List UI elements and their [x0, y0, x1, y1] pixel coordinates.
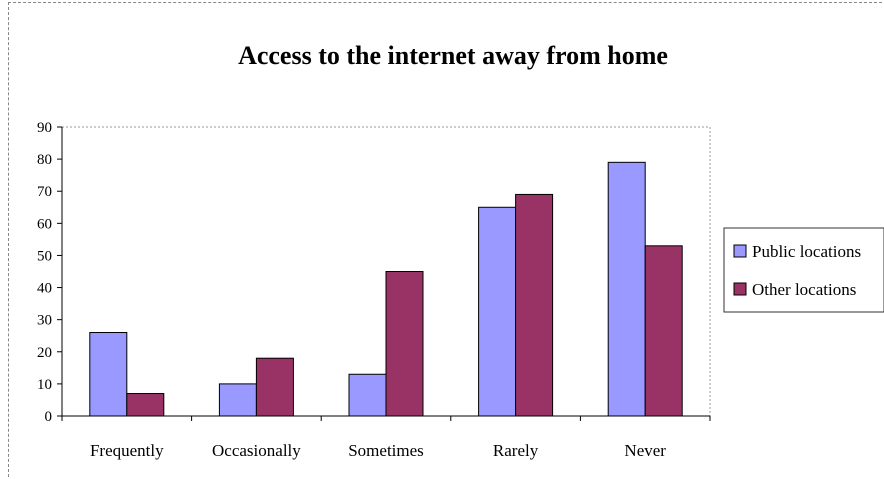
bar-public-locations-frequently	[89, 332, 128, 417]
bar-other-locations-occasionally	[255, 357, 294, 417]
y-tick-label: 60	[37, 216, 52, 232]
y-tick-label: 20	[37, 345, 52, 361]
y-tick-label: 40	[37, 281, 52, 297]
bar-other-locations-sometimes	[385, 271, 424, 417]
x-category-label-rarely: Rarely	[493, 441, 539, 460]
bars-layer	[89, 161, 683, 417]
bar-other-locations-frequently	[126, 393, 165, 417]
bar-public-locations-never	[607, 161, 646, 417]
chart-frame	[8, 2, 882, 477]
y-tick-label: 30	[37, 313, 52, 329]
x-category-label-occasionally: Occasionally	[212, 441, 301, 460]
y-tick-label: 80	[37, 152, 52, 168]
x-category-label-frequently: Frequently	[90, 441, 164, 460]
axes-layer: 0 10 20 30 40 50 60 70 80 90 Frequently Occasionall…	[37, 120, 711, 460]
legend-box	[723, 227, 884, 313]
x-category-label-never: Never	[624, 441, 666, 460]
y-tick-label: 10	[37, 377, 52, 393]
y-tick-label: 0	[45, 409, 53, 425]
legend-swatch-public-locations	[733, 244, 747, 258]
y-tick-label: 50	[37, 248, 52, 264]
y-tick-label: 70	[37, 184, 52, 200]
legend-label-public-locations: Public locations	[752, 242, 861, 261]
y-tick-label: 90	[37, 120, 52, 136]
bar-other-locations-rarely	[515, 193, 554, 417]
x-category-label-sometimes: Sometimes	[348, 441, 424, 460]
legend: Public locations Other locations	[723, 227, 884, 313]
legend-label-other-locations: Other locations	[752, 280, 856, 299]
bar-public-locations-sometimes	[348, 373, 387, 417]
bar-public-locations-occasionally	[218, 383, 257, 417]
bar-public-locations-rarely	[478, 206, 517, 417]
chart-title: Access to the internet away from home	[238, 41, 668, 70]
legend-swatch-other-locations	[733, 282, 747, 296]
bar-other-locations-never	[644, 245, 683, 417]
